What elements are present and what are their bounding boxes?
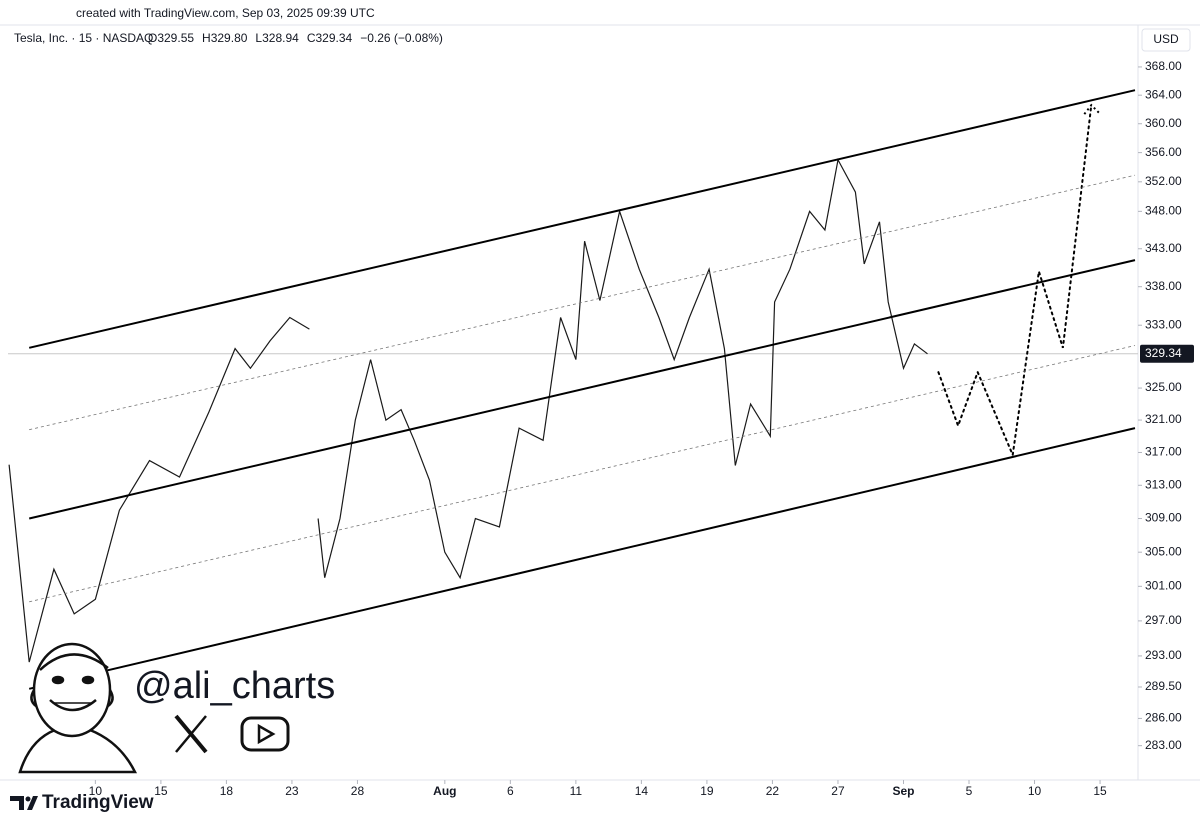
y-tick-label: 301.00 [1145, 578, 1182, 592]
y-tick-label: 348.00 [1145, 204, 1182, 218]
handle: @ali_charts [134, 665, 335, 707]
x-logo[interactable] [174, 714, 208, 754]
y-tick-label: 313.00 [1145, 477, 1182, 491]
x-tick-label: 5 [966, 784, 973, 798]
forecast-arrowhead [1083, 103, 1101, 115]
x-tick-label: 22 [766, 784, 780, 798]
y-tick-label: 368.00 [1145, 59, 1182, 73]
x-tick-label: 19 [700, 784, 714, 798]
x-tick-label: 15 [1093, 784, 1107, 798]
currency[interactable]: USD [1153, 32, 1179, 46]
y-tick-label: 333.00 [1145, 317, 1182, 331]
y-tick-label: 289.50 [1145, 679, 1182, 693]
y-tick-label: 325.00 [1145, 380, 1182, 394]
y-tick-label: 338.00 [1145, 279, 1182, 293]
brand: TradingView [42, 792, 154, 813]
ohlc-value: H329.80 [202, 31, 248, 45]
x-tick-label: Sep [892, 784, 914, 798]
youtube-logo[interactable] [240, 716, 290, 752]
series-line [28, 89, 1136, 349]
y-tick-label: 360.00 [1145, 116, 1182, 130]
x-tick-label: 23 [285, 784, 299, 798]
plot-area [8, 89, 1138, 690]
x-tick-label: 14 [635, 784, 649, 798]
ohlc-value: L328.94 [255, 31, 299, 45]
x-tick-label: 18 [220, 784, 234, 798]
x-tick-label: Aug [433, 784, 456, 798]
axes: 368.00 364.00 360.00 356.00 352.00 348.00 343.… [89, 59, 1194, 798]
y-tick-label: 343.00 [1145, 241, 1182, 255]
x-tick-label: 6 [507, 784, 514, 798]
last-price-box [1140, 344, 1194, 363]
y-tick-label: 293.00 [1145, 648, 1182, 662]
y-tick-label: 283.00 [1145, 738, 1182, 752]
x-tick-label: 10 [1028, 784, 1042, 798]
x-tick-label: 10 [89, 784, 103, 798]
change: −0.26 (−0.08%) [360, 31, 443, 45]
ohlc-value: O329.55 [148, 31, 194, 45]
symbol: Tesla, Inc. · 15 · NASDAQ [14, 31, 153, 45]
y-tick-label: 352.00 [1145, 174, 1182, 188]
y-tick-label: 356.00 [1145, 145, 1182, 159]
brand-logo [10, 796, 38, 810]
currency-box[interactable] [1141, 28, 1191, 52]
y-tick-label: 321.00 [1145, 412, 1182, 426]
series-line [28, 427, 1136, 690]
x-tick-label: 28 [351, 784, 365, 798]
y-tick-label: 297.00 [1145, 613, 1182, 627]
caption: created with TradingView.com, Sep 03, 20… [76, 6, 375, 20]
legend-header: Tesla, Inc. · 15 · NASDAQ O329.55 H329.80… [14, 31, 443, 45]
y-tick-label: 317.00 [1145, 445, 1182, 459]
y-tick-label: 305.00 [1145, 544, 1182, 558]
y-tick-label: 309.00 [1145, 511, 1182, 525]
x-tick-label: 27 [831, 784, 845, 798]
series-line [28, 259, 1136, 520]
ohlc-value: C329.34 [307, 31, 353, 45]
last-price-label: 329.34 [1145, 346, 1182, 360]
x-tick-label: 11 [570, 784, 583, 798]
series-line [937, 104, 1093, 459]
y-tick-label: 286.00 [1145, 711, 1182, 725]
x-tick-label: 15 [154, 784, 168, 798]
y-tick-label: 364.00 [1145, 87, 1182, 101]
avatar [18, 642, 138, 774]
